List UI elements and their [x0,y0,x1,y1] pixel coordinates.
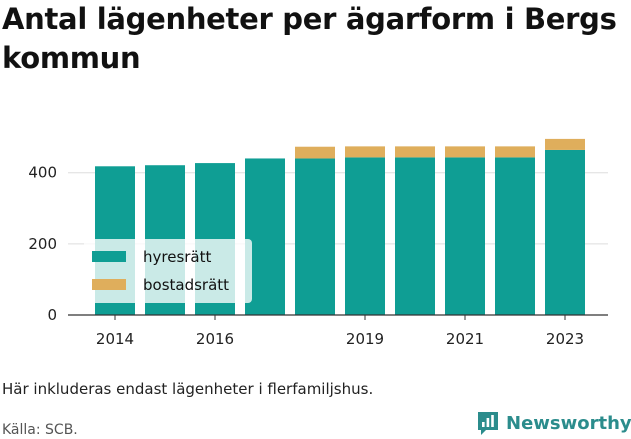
y-tick-label: 400 [28,164,57,182]
bar-2020-hyresratt [395,157,435,315]
x-axis-tick-labels: 2014 2016 2019 2021 2023 [96,315,584,348]
chart-title: Antal lägenheter per ägarform i Bergs ko… [2,2,617,75]
bar-2022-bostadsratt [495,146,535,158]
legend-label-bostadsratt: bostadsrätt [143,276,229,294]
bar-2020-bostadsratt [395,146,435,158]
y-tick-label: 0 [47,306,57,324]
x-tick-label: 2021 [446,330,484,348]
y-axis-tick-labels: 0 200 400 [28,164,57,324]
newsworthy-brand: Newsworthy [476,409,631,437]
bar-2018-hyresratt [295,158,335,315]
bar-2019-hyresratt [345,157,385,315]
source-credit: Källa: SCB. [2,422,78,438]
legend: hyresrätt bostadsrätt [84,239,252,303]
x-tick-label: 2023 [546,330,584,348]
x-tick-label: 2014 [96,330,134,348]
bar-2019-bostadsratt [345,146,385,158]
bar-2021-bostadsratt [445,146,485,158]
y-tick-label: 200 [28,235,57,253]
bar-2022-hyresratt [495,157,535,315]
bar-2021-hyresratt [445,157,485,315]
brand-name: Newsworthy [506,412,631,434]
x-tick-label: 2016 [196,330,234,348]
newsworthy-logo-icon [478,412,498,435]
bar-2018-bostadsratt [295,146,335,159]
legend-label-hyresratt: hyresrätt [143,248,212,266]
chart-footnote: Här inkluderas endast lägenheter i flerf… [2,380,374,398]
legend-swatch-hyresratt [92,251,126,262]
x-tick-label: 2019 [346,330,384,348]
bar-2023-hyresratt [545,149,585,315]
bar-2023-bostadsratt [545,138,585,150]
legend-swatch-bostadsratt [92,279,126,290]
bar-chart: 0 200 400 2014 2016 2019 2021 2023 hyresrätt b… [28,138,608,348]
